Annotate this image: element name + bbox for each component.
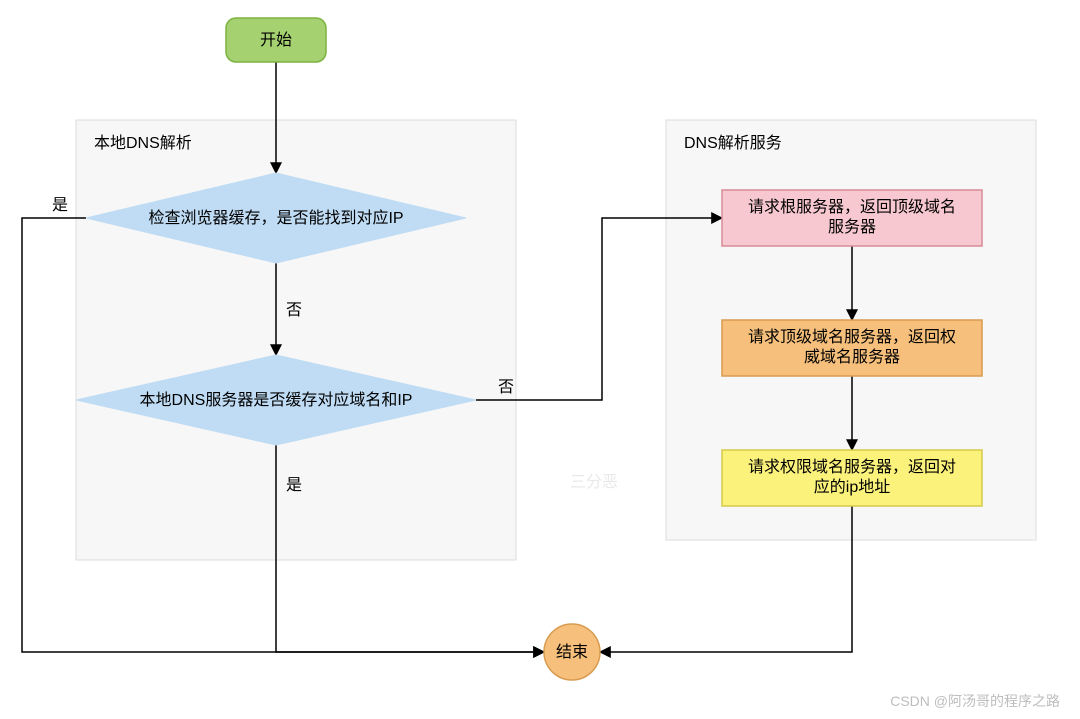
edge-label: 否	[498, 379, 514, 396]
node-label: 结束	[556, 643, 588, 661]
flowchart-canvas: 本地DNS解析DNS解析服务 否是是否 开始检查浏览器缓存，是否能找到对应IP本…	[0, 0, 1080, 719]
watermark-inline: 三分恶	[570, 468, 618, 492]
watermark-footer: CSDN @阿汤哥的程序之路	[890, 691, 1060, 711]
node-label: 开始	[260, 31, 292, 49]
edge-label: 是	[286, 477, 302, 494]
edge-label: 是	[52, 197, 68, 214]
group-title: 本地DNS解析	[94, 134, 192, 152]
group-title: DNS解析服务	[684, 134, 782, 152]
node-label: 检查浏览器缓存，是否能找到对应IP	[148, 208, 403, 227]
edge-label: 否	[286, 302, 302, 319]
node-label: 本地DNS服务器是否缓存对应域名和IP	[140, 390, 413, 409]
